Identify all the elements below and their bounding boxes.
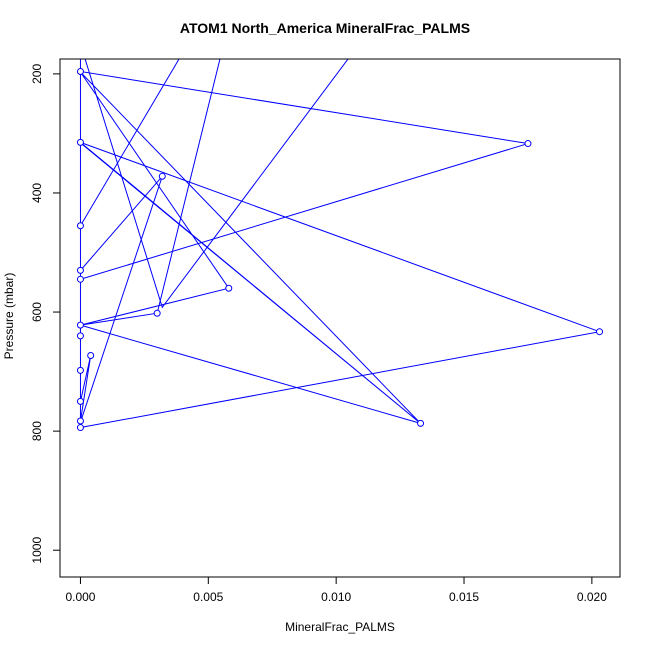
data-point [87, 352, 95, 360]
data-point [76, 275, 84, 283]
data-point [76, 366, 84, 374]
data-point [76, 417, 84, 425]
data-point [225, 284, 233, 292]
data-point [153, 309, 161, 317]
series-line [79, 59, 602, 429]
x-tick-label: 0.000 [65, 590, 95, 604]
x-tick-label: 0.015 [449, 590, 479, 604]
data-point [76, 138, 84, 146]
x-tick-label: 0.020 [577, 590, 607, 604]
data-point [76, 68, 84, 76]
y-tick-label: 800 [30, 421, 44, 441]
data-point [76, 222, 84, 230]
x-axis-label: MineralFrac_PALMS [285, 620, 395, 634]
data-point [76, 266, 84, 274]
data-point [76, 424, 84, 432]
data-point [76, 397, 84, 405]
data-point [524, 140, 532, 148]
y-tick-label: 600 [30, 302, 44, 322]
data-point [158, 172, 166, 180]
data-point [417, 419, 425, 427]
chart-title: ATOM1 North_America MineralFrac_PALMS [179, 20, 471, 36]
y-tick-label: 1000 [30, 537, 44, 564]
y-tick-label: 200 [30, 64, 44, 84]
y-tick-label: 400 [30, 183, 44, 203]
x-tick-label: 0.010 [321, 590, 351, 604]
x-tick-label: 0.005 [193, 590, 223, 604]
data-point [76, 321, 84, 329]
data-point [596, 328, 604, 336]
plot-frame [59, 58, 621, 578]
data-point [76, 332, 84, 340]
